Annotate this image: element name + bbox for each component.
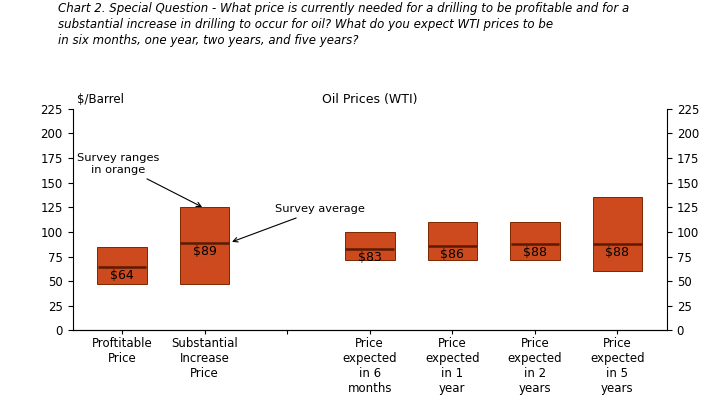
Bar (180, 207, 229, 284)
Text: $89: $89 (193, 245, 217, 258)
Bar (97, 247, 146, 284)
Bar (592, 197, 642, 271)
Text: $88: $88 (605, 246, 629, 259)
Text: Survey ranges
in orange: Survey ranges in orange (77, 153, 201, 206)
Text: $86: $86 (440, 248, 464, 261)
Text: in six months, one year, two years, and five years?: in six months, one year, two years, and … (58, 34, 358, 47)
Bar (510, 222, 560, 260)
Text: $64: $64 (110, 269, 134, 283)
Bar (428, 222, 477, 260)
Text: Chart 2. Special Question - What price is currently needed for a drilling to be : Chart 2. Special Question - What price i… (58, 2, 629, 15)
Text: Oil Prices (WTI): Oil Prices (WTI) (322, 93, 418, 106)
Text: $83: $83 (358, 251, 381, 264)
Text: Survey average: Survey average (233, 204, 365, 242)
Text: $/Barrel: $/Barrel (77, 93, 124, 106)
Text: substantial increase in drilling to occur for oil? What do you expect WTI prices: substantial increase in drilling to occu… (58, 18, 553, 31)
Bar (345, 232, 394, 260)
Text: $88: $88 (523, 246, 547, 259)
